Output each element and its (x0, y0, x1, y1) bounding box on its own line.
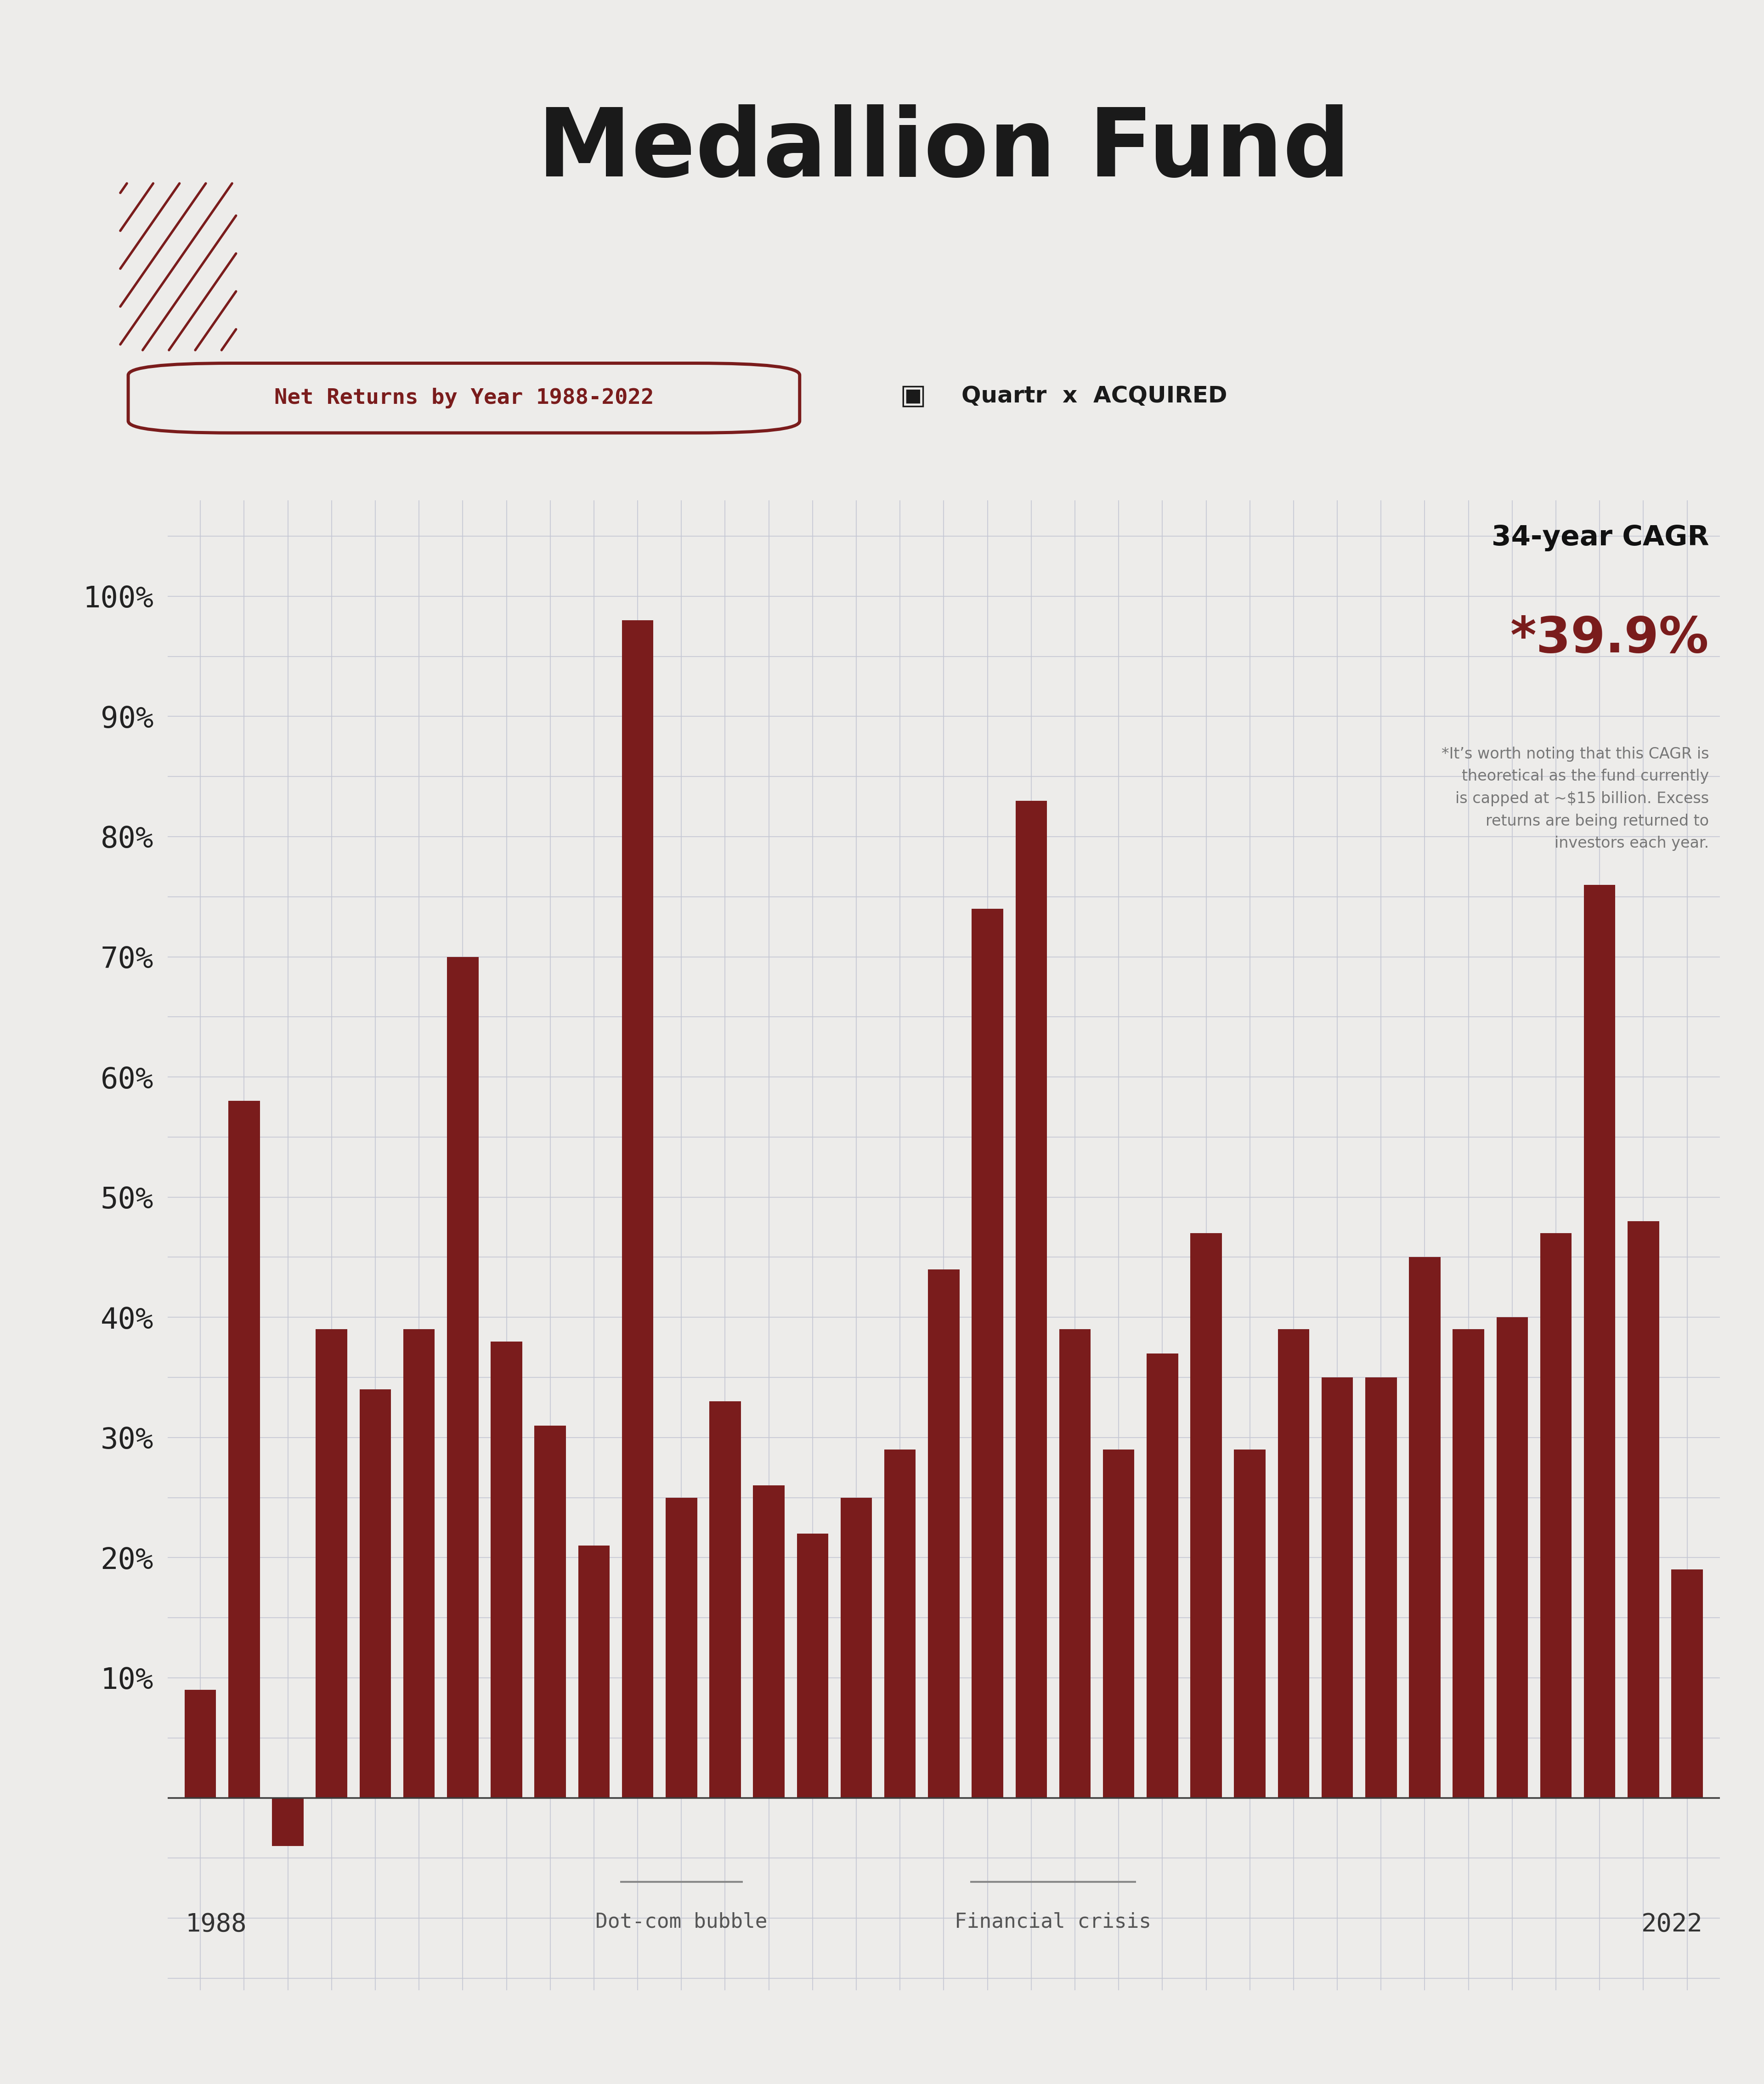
Bar (404, 1330, 434, 1798)
Bar (1191, 1234, 1222, 1798)
Text: Dot-com bubble: Dot-com bubble (596, 1913, 767, 1932)
Bar (490, 1342, 522, 1798)
Bar (1584, 886, 1616, 1798)
Bar (1496, 1317, 1528, 1798)
Bar (1628, 1221, 1660, 1798)
Text: 2022: 2022 (1641, 1913, 1702, 1936)
Bar (185, 1690, 217, 1798)
Bar (1277, 1330, 1309, 1798)
Bar (840, 1498, 871, 1798)
Text: ▣: ▣ (900, 381, 926, 411)
Bar (623, 621, 653, 1798)
Bar (579, 1546, 610, 1798)
FancyBboxPatch shape (129, 363, 799, 433)
Text: Medallion Fund: Medallion Fund (538, 104, 1349, 196)
Text: Financial crisis: Financial crisis (954, 1913, 1152, 1932)
Bar (1147, 1353, 1178, 1798)
Bar (1321, 1378, 1353, 1798)
Bar (1540, 1234, 1572, 1798)
Text: 1988: 1988 (185, 1913, 247, 1936)
Bar (1058, 1330, 1090, 1798)
Bar (1235, 1450, 1265, 1798)
Bar (1016, 800, 1048, 1798)
Bar (1671, 1569, 1702, 1798)
Bar (1454, 1330, 1484, 1798)
Text: *39.9%: *39.9% (1510, 615, 1709, 663)
Bar (360, 1390, 392, 1798)
Text: 34-year CAGR: 34-year CAGR (1491, 525, 1709, 552)
Bar (1102, 1450, 1134, 1798)
Bar (797, 1534, 829, 1798)
Bar (928, 1269, 960, 1798)
Bar (709, 1400, 741, 1798)
Bar (1365, 1378, 1397, 1798)
Text: Net Returns by Year 1988-2022: Net Returns by Year 1988-2022 (273, 388, 654, 408)
Text: *It’s worth noting that this CAGR is
theoretical as the fund currently
is capped: *It’s worth noting that this CAGR is the… (1441, 746, 1709, 850)
Bar (534, 1425, 566, 1798)
Bar (272, 1798, 303, 1846)
Bar (446, 957, 478, 1798)
Bar (972, 909, 1004, 1798)
Bar (665, 1498, 697, 1798)
Bar (228, 1100, 259, 1798)
Text: Quartr  x  ACQUIRED: Quartr x ACQUIRED (961, 386, 1228, 406)
Bar (316, 1330, 348, 1798)
Bar (753, 1486, 785, 1798)
Bar (1409, 1257, 1441, 1798)
Bar (884, 1450, 916, 1798)
